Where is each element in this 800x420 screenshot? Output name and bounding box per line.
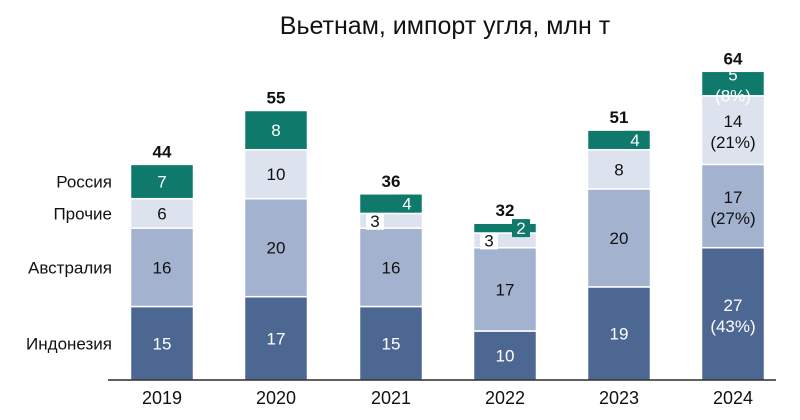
bar-russia-2019 — [129, 163, 195, 200]
x-tick-2021: 2021 — [371, 388, 411, 408]
bar-australia-2020 — [243, 197, 309, 298]
label-bg-other-2021 — [366, 211, 384, 230]
bar-australia-2023 — [586, 188, 652, 288]
label-other-2019: 6 — [157, 204, 166, 223]
share-australia-2024: (27%) — [710, 209, 755, 228]
share-other-2024: (21%) — [710, 133, 755, 152]
share-russia-2024: (8%) — [715, 87, 751, 106]
label-other-2021: 3 — [370, 212, 379, 231]
label-russia-2022: 2 — [516, 219, 525, 238]
label-russia-2023: 4 — [630, 131, 639, 150]
total-label-2020: 55 — [267, 89, 286, 108]
bar-other-2020 — [243, 148, 309, 200]
label-russia-2019: 7 — [157, 173, 166, 192]
bar-australia-2019 — [129, 227, 195, 308]
total-label-2022: 32 — [496, 201, 515, 220]
bar-australia-2021 — [358, 227, 424, 308]
share-indonesia-2024: (43%) — [710, 317, 755, 336]
bars-group: 1516674417201085515163436101732321920845… — [129, 49, 766, 381]
bar-russia-2020 — [243, 109, 309, 151]
label-indonesia-2021: 15 — [382, 334, 401, 353]
legend-other: Прочие — [53, 204, 112, 223]
bar-indonesia-2019 — [129, 305, 195, 381]
bar-russia-2022 — [472, 222, 538, 234]
label-australia-2021: 16 — [382, 258, 401, 277]
legend: Индонезия Австралия Прочие Россия — [26, 173, 112, 354]
x-tick-2022: 2022 — [485, 388, 525, 408]
legend-australia: Австралия — [28, 258, 112, 277]
bar-other-2023 — [586, 148, 652, 190]
bar-indonesia-2024 — [700, 246, 766, 381]
bar-russia-2024 — [700, 70, 766, 97]
label-bg-other-2022 — [480, 231, 498, 250]
legend-russia: Россия — [56, 173, 112, 192]
label-indonesia-2024: 27 — [724, 296, 743, 315]
label-australia-2023: 20 — [610, 229, 629, 248]
total-label-2024: 64 — [724, 49, 743, 68]
bar-indonesia-2022 — [472, 330, 538, 381]
label-australia-2022: 17 — [496, 280, 515, 299]
label-bg-russia-2023 — [626, 130, 644, 149]
x-tick-2024: 2024 — [713, 388, 753, 408]
bar-australia-2022 — [472, 246, 538, 332]
total-label-2019: 44 — [153, 142, 172, 161]
label-australia-2024: 17 — [724, 188, 743, 207]
chart-title: Вьетнам, импорт угля, млн т — [280, 12, 611, 40]
label-indonesia-2023: 19 — [610, 324, 629, 343]
legend-indonesia: Индонезия — [26, 334, 112, 353]
x-tick-2023: 2023 — [599, 388, 639, 408]
bar-other-2024 — [700, 95, 766, 166]
x-axis-ticks: 2019 2020 2021 2022 2023 2024 — [142, 388, 753, 408]
label-indonesia-2019: 15 — [153, 334, 172, 353]
label-indonesia-2020: 17 — [267, 329, 286, 348]
label-russia-2021: 4 — [402, 195, 411, 214]
label-russia-2024: 5 — [728, 66, 737, 85]
label-australia-2019: 16 — [153, 258, 172, 277]
x-tick-2020: 2020 — [256, 388, 296, 408]
label-other-2022: 3 — [484, 231, 493, 250]
label-other-2024: 14 — [724, 112, 743, 131]
bar-indonesia-2023 — [586, 286, 652, 381]
label-bg-russia-2021 — [398, 194, 416, 213]
total-label-2023: 51 — [610, 108, 629, 127]
label-other-2020: 10 — [267, 165, 286, 184]
label-australia-2020: 20 — [267, 239, 286, 258]
bar-australia-2024 — [700, 163, 766, 249]
label-russia-2020: 8 — [271, 121, 280, 140]
label-indonesia-2022: 10 — [496, 347, 515, 366]
label-other-2023: 8 — [614, 160, 623, 179]
total-label-2021: 36 — [382, 172, 401, 191]
label-bg-russia-2022 — [512, 219, 530, 238]
x-tick-2019: 2019 — [142, 388, 182, 408]
